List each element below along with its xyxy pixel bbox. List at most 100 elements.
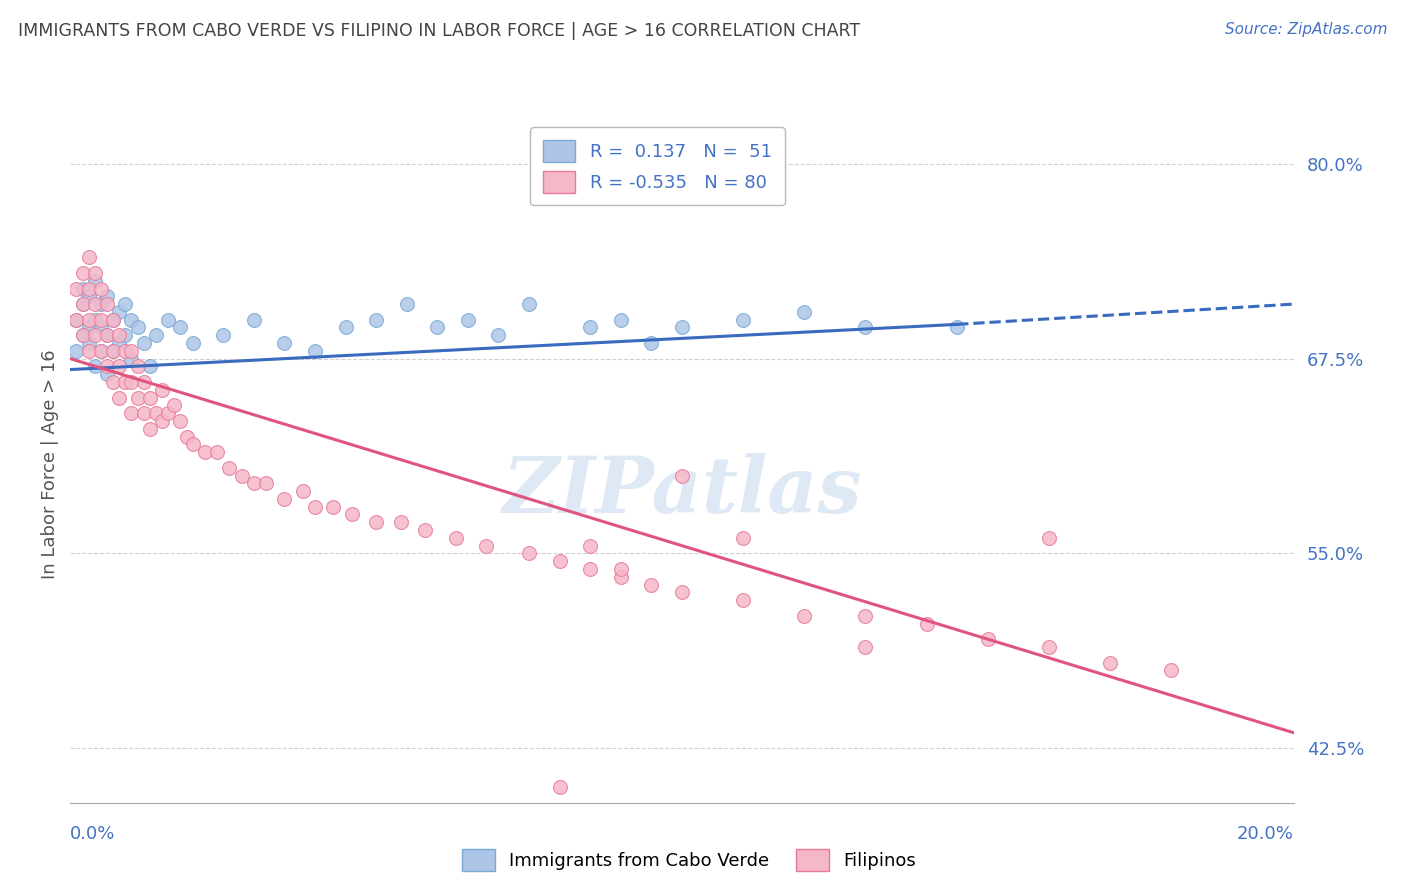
Point	[163, 398, 186, 412]
Point	[145, 406, 167, 420]
Point	[72, 297, 94, 311]
Point	[101, 343, 124, 358]
Point	[426, 320, 449, 334]
Point	[139, 422, 162, 436]
Point	[132, 375, 155, 389]
Point	[1099, 656, 1122, 670]
Legend: R =  0.137   N =  51, R = -0.535   N = 80: R = 0.137 N = 51, R = -0.535 N = 80	[530, 128, 785, 205]
Point	[579, 562, 602, 576]
Point	[77, 251, 100, 265]
Point	[176, 429, 198, 443]
Point	[340, 508, 363, 522]
Point	[96, 368, 118, 382]
Point	[855, 320, 877, 334]
Point	[90, 297, 112, 311]
Point	[114, 375, 136, 389]
Point	[83, 359, 105, 374]
Point	[304, 500, 326, 514]
Point	[395, 297, 418, 311]
Point	[733, 531, 755, 545]
Point	[108, 359, 131, 374]
Point	[96, 328, 118, 343]
Point	[90, 281, 112, 295]
Point	[322, 500, 344, 514]
Point	[77, 312, 100, 326]
Point	[101, 312, 124, 326]
Point	[243, 476, 266, 491]
Point	[77, 320, 100, 334]
Text: IMMIGRANTS FROM CABO VERDE VS FILIPINO IN LABOR FORCE | AGE > 16 CORRELATION CHA: IMMIGRANTS FROM CABO VERDE VS FILIPINO I…	[18, 22, 860, 40]
Point	[132, 406, 155, 420]
Point	[108, 328, 131, 343]
Point	[366, 516, 388, 530]
Point	[579, 320, 602, 334]
Point	[90, 312, 112, 326]
Point	[90, 343, 112, 358]
Point	[169, 414, 191, 428]
Point	[389, 516, 412, 530]
Text: Source: ZipAtlas.com: Source: ZipAtlas.com	[1225, 22, 1388, 37]
Point	[145, 328, 167, 343]
Point	[65, 281, 87, 295]
Point	[121, 351, 143, 366]
Point	[475, 539, 498, 553]
Legend: Immigrants from Cabo Verde, Filipinos: Immigrants from Cabo Verde, Filipinos	[454, 842, 924, 879]
Point	[212, 328, 235, 343]
Point	[610, 570, 633, 584]
Point	[150, 383, 173, 397]
Point	[181, 336, 204, 351]
Text: 0.0%: 0.0%	[70, 825, 115, 843]
Point	[231, 468, 253, 483]
Point	[114, 297, 136, 311]
Point	[65, 343, 87, 358]
Point	[72, 266, 94, 280]
Point	[101, 343, 124, 358]
Point	[77, 289, 100, 303]
Y-axis label: In Labor Force | Age > 16: In Labor Force | Age > 16	[41, 349, 59, 579]
Point	[114, 343, 136, 358]
Point	[254, 476, 277, 491]
Point	[444, 531, 467, 545]
Point	[108, 391, 131, 405]
Point	[273, 336, 295, 351]
Point	[90, 320, 112, 334]
Point	[96, 359, 118, 374]
Point	[72, 281, 94, 295]
Point	[640, 336, 662, 351]
Point	[150, 414, 173, 428]
Point	[127, 391, 149, 405]
Point	[96, 289, 118, 303]
Point	[114, 328, 136, 343]
Point	[793, 305, 815, 319]
Point	[733, 593, 755, 607]
Point	[1038, 531, 1060, 545]
Point	[671, 585, 693, 599]
Point	[72, 297, 94, 311]
Point	[169, 320, 191, 334]
Point	[127, 320, 149, 334]
Point	[640, 577, 662, 591]
Point	[671, 468, 693, 483]
Point	[517, 546, 540, 560]
Point	[77, 281, 100, 295]
Point	[793, 608, 815, 623]
Point	[72, 328, 94, 343]
Point	[65, 312, 87, 326]
Point	[517, 297, 540, 311]
Point	[671, 320, 693, 334]
Point	[610, 312, 633, 326]
Point	[610, 562, 633, 576]
Point	[181, 437, 204, 451]
Point	[457, 312, 479, 326]
Point	[90, 343, 112, 358]
Point	[976, 632, 998, 647]
Point	[157, 406, 180, 420]
Point	[101, 375, 124, 389]
Point	[77, 343, 100, 358]
Point	[157, 312, 180, 326]
Point	[273, 491, 295, 506]
Text: 20.0%: 20.0%	[1237, 825, 1294, 843]
Point	[121, 343, 143, 358]
Point	[101, 312, 124, 326]
Point	[83, 312, 105, 326]
